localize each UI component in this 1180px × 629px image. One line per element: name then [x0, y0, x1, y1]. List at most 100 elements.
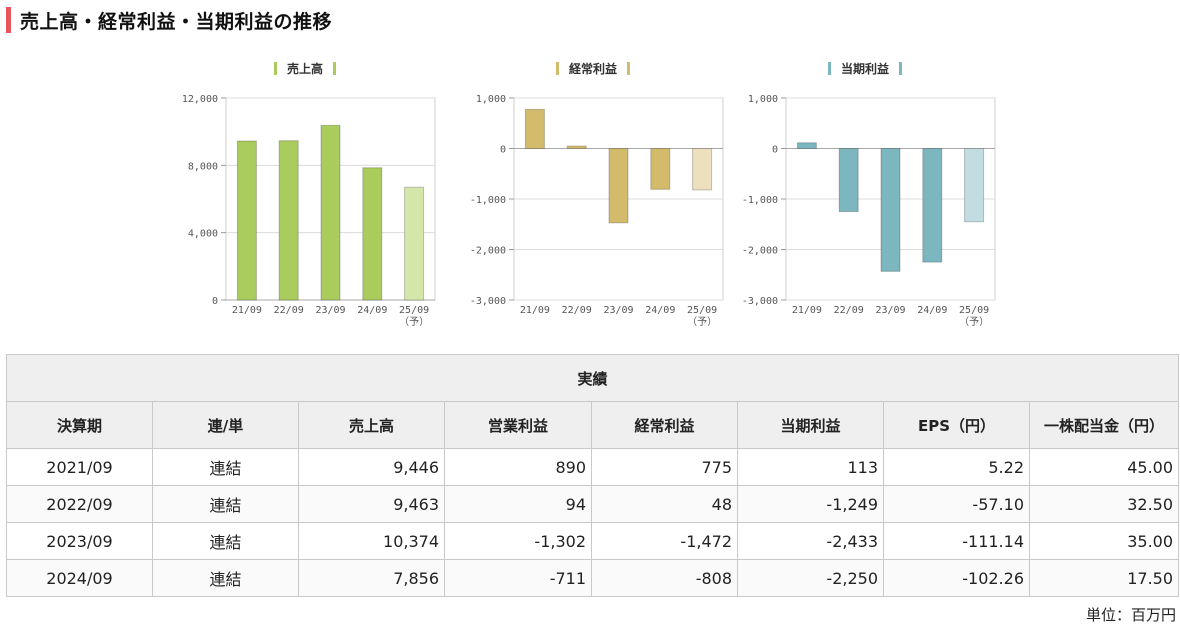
results-group-header: 実績 — [5, 354, 1180, 402]
table-cell: 10,374 — [298, 522, 445, 560]
bar — [796, 142, 817, 150]
bar — [838, 148, 859, 213]
x-tick-label: 25/09 — [399, 305, 429, 316]
legend-label: 当期利益 — [840, 62, 889, 76]
chart-legend: 売上高 — [170, 60, 440, 77]
x-tick-label: 24/09 — [357, 305, 387, 316]
bar — [524, 108, 545, 149]
column-header: 決算期 — [6, 401, 153, 449]
y-tick-label: -3,000 — [470, 296, 506, 307]
legend-marker-left — [273, 62, 277, 75]
y-tick-label: 8,000 — [188, 161, 218, 172]
y-tick-label: -3,000 — [742, 296, 778, 307]
bar — [608, 148, 629, 224]
legend-label: 経常利益 — [568, 62, 617, 76]
bar — [880, 148, 901, 272]
bar — [278, 140, 299, 301]
x-tick-label: 23/09 — [315, 305, 345, 316]
column-header: 一株配当金（円） — [1028, 401, 1180, 449]
column-header: 当期利益 — [737, 401, 884, 449]
bar — [362, 167, 383, 301]
x-tick-label: 23/09 — [875, 305, 905, 316]
x-tick-note: （予） — [399, 316, 429, 328]
table-cell: 9,463 — [298, 485, 445, 523]
y-tick-label: -1,000 — [742, 195, 778, 206]
table-cell: 2023/09 — [6, 522, 153, 560]
x-tick-label: 21/09 — [232, 305, 262, 316]
table-cell: 7,856 — [298, 559, 445, 597]
x-tick-label: 21/09 — [792, 305, 822, 316]
legend-marker-left — [555, 62, 559, 75]
net-profit-chart: 当期利益 -3,000 -2,000 -1,000 0 1,000 21/09 22/09 2… — [730, 60, 1000, 340]
y-tick-label: 12,000 — [182, 94, 218, 105]
ordinary-profit-chart-svg: -3,000 -2,000 -1,000 0 1,000 21/09 22/09 23/09 2… — [470, 94, 724, 328]
chart-legend: 当期利益 — [730, 60, 1000, 77]
bar — [922, 148, 943, 263]
column-header: 営業利益 — [444, 401, 592, 449]
y-tick-label: -1,000 — [470, 195, 506, 206]
table-cell: 連結 — [152, 522, 299, 560]
table-body: 2021/09 連結 9,446 890 775 113 5.22 45.00 2022/09 連… — [6, 448, 1180, 597]
table-cell: -2,250 — [737, 559, 884, 597]
x-tick-label: 25/09 — [959, 305, 989, 316]
section-title: 売上高・経常利益・当期利益の推移 — [20, 10, 333, 33]
sales-chart-svg: 0 4,000 8,000 12,000 21/09 22/09 23/09 24/09 25/… — [182, 94, 436, 328]
y-tick-label: 0 — [500, 145, 506, 156]
column-header: 経常利益 — [591, 401, 738, 449]
x-tick-label: 22/09 — [274, 305, 304, 316]
x-tick-label: 24/09 — [917, 305, 947, 316]
unit-note: 単位：百万円 — [1085, 606, 1176, 624]
section-heading: 売上高・経常利益・当期利益の推移 — [6, 6, 332, 34]
table-cell: -2,433 — [737, 522, 884, 560]
table-cell: 2024/09 — [6, 559, 153, 597]
bar — [236, 140, 257, 301]
table-cell: -57.10 — [883, 485, 1030, 523]
table-cell: -1,472 — [591, 522, 738, 560]
y-tick-label: 1,000 — [748, 94, 778, 105]
table-cell: -1,249 — [737, 485, 884, 523]
x-tick-label: 21/09 — [520, 305, 550, 316]
column-header: EPS（円） — [883, 401, 1030, 449]
table-cell: 890 — [444, 448, 592, 486]
table-row: 2023/09 連結 10,374 -1,302 -1,472 -2,433 -111.14… — [6, 522, 1180, 560]
table-row: 2024/09 連結 7,856 -711 -808 -2,250 -102.26 17.50 — [6, 559, 1180, 597]
table-cell: 35.00 — [1028, 522, 1180, 560]
legend-marker-left — [827, 62, 831, 75]
table-cell: 5.22 — [883, 448, 1030, 486]
x-tick-label: 22/09 — [834, 305, 864, 316]
legend-label: 売上高 — [286, 62, 323, 76]
y-tick-label: 0 — [772, 145, 778, 156]
legend-marker-right — [627, 62, 630, 75]
table-row: 2022/09 連結 9,463 94 48 -1,249 -57.10 32.50 — [6, 485, 1180, 523]
legend-marker-right — [899, 62, 902, 75]
x-tick-label: 23/09 — [603, 305, 633, 316]
chart-legend: 経常利益 — [458, 60, 728, 77]
y-tick-label: -2,000 — [742, 246, 778, 257]
table-cell: 32.50 — [1028, 485, 1180, 523]
bar — [650, 148, 671, 190]
table-cell: 連結 — [152, 448, 299, 486]
heading-accent-bar — [6, 7, 11, 33]
table-header-row: 決算期 連/単 売上高 営業利益 経常利益 当期利益 EPS（円） 一株配当金（円） — [6, 401, 1180, 449]
table-cell: -1,302 — [444, 522, 592, 560]
table-cell: -711 — [444, 559, 592, 597]
table-cell: -111.14 — [883, 522, 1030, 560]
x-tick-note: （予） — [959, 316, 989, 328]
legend-marker-right — [333, 62, 336, 75]
table-cell: 775 — [591, 448, 738, 486]
bar — [404, 186, 425, 301]
table-cell: 48 — [591, 485, 738, 523]
x-tick-label: 22/09 — [562, 305, 592, 316]
table-row: 2021/09 連結 9,446 890 775 113 5.22 45.00 — [6, 448, 1180, 486]
table-cell: 45.00 — [1028, 448, 1180, 486]
bar — [320, 124, 341, 301]
y-tick-label: 4,000 — [188, 229, 218, 240]
x-tick-note: （予） — [687, 316, 717, 328]
y-tick-label: 0 — [212, 296, 218, 307]
ordinary-profit-chart: 経常利益 -3,000 -2,000 -1,000 0 1,000 21/09 22/09 2… — [458, 60, 728, 340]
table-cell: -102.26 — [883, 559, 1030, 597]
x-tick-label: 25/09 — [687, 305, 717, 316]
table-cell: 連結 — [152, 559, 299, 597]
sales-chart: 売上高 0 4,000 8,000 12,000 21/09 22/09 23/09 24/0… — [170, 60, 440, 340]
column-header: 連/単 — [152, 401, 299, 449]
